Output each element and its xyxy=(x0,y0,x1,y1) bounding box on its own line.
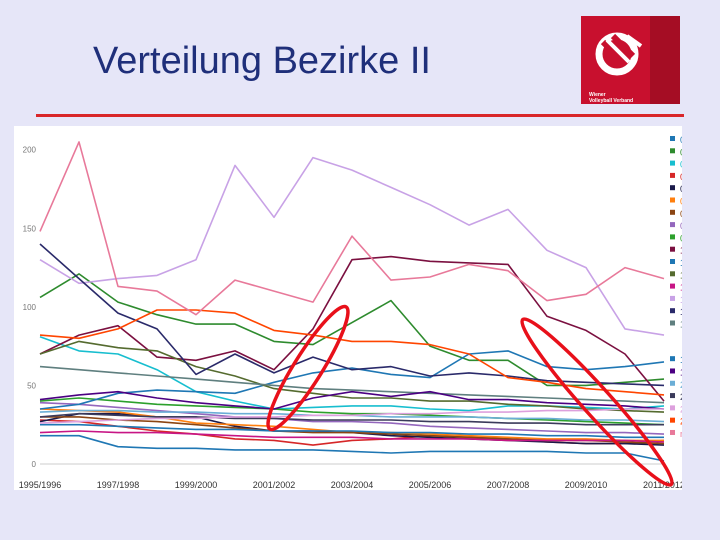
legend-label-10: 10 xyxy=(680,246,682,256)
legend-swatch-10 xyxy=(670,247,675,252)
legend-label-18: 18 xyxy=(680,355,682,365)
series-line-14 xyxy=(40,158,664,336)
legend-swatch-07 xyxy=(670,210,675,215)
legend-label-15: 15 xyxy=(680,307,682,317)
page-title: Verteilung Bezirke II xyxy=(93,40,431,83)
x-tick-label: 1999/2000 xyxy=(175,480,218,490)
legend-label-19: 19 xyxy=(680,367,682,377)
x-tick-label: 2007/2008 xyxy=(487,480,530,490)
x-tick-label: 1997/1998 xyxy=(97,480,140,490)
legend-swatch-23 xyxy=(670,418,675,423)
x-tick-label: 1995/1996 xyxy=(19,480,62,490)
legend-swatch-18 xyxy=(670,356,675,361)
legend-swatch-01 xyxy=(670,136,675,141)
legend-swatch-13 xyxy=(670,284,675,289)
logo-side-band xyxy=(650,16,680,104)
legend-swatch-20 xyxy=(670,381,675,386)
legend-swatch-15 xyxy=(670,308,675,313)
series-line-10 xyxy=(40,257,664,402)
legend-swatch-03 xyxy=(670,161,675,166)
legend-swatch-nW xyxy=(670,430,675,435)
legend-swatch-14 xyxy=(670,296,675,301)
legend-swatch-08 xyxy=(670,222,675,227)
y-tick-label: 0 xyxy=(32,460,37,469)
legend-label-07: 07 xyxy=(680,209,682,219)
org-logo: Wiener Volleyball Verband xyxy=(581,16,680,104)
legend-swatch-04 xyxy=(670,173,675,178)
legend-swatch-19 xyxy=(670,368,675,373)
legend-label-12: 12 xyxy=(680,270,682,280)
legend-swatch-05 xyxy=(670,185,675,190)
legend-label-06: 06 xyxy=(680,197,682,207)
x-tick-label: 2001/2002 xyxy=(253,480,296,490)
volleyball-logo-icon xyxy=(589,24,649,84)
series-line-nW xyxy=(40,142,664,315)
series-line-15 xyxy=(40,244,664,385)
y-tick-label: 150 xyxy=(23,224,37,233)
legend-swatch-22 xyxy=(670,405,675,410)
chart-panel: 0 50 100 150 200 1995/1996 1997/1998 1999/2000 2… xyxy=(14,126,682,490)
legend-swatch-09 xyxy=(670,234,675,239)
legend-label-20: 20 xyxy=(680,380,682,390)
legend-swatch-16 xyxy=(670,321,675,326)
legend-swatch-21 xyxy=(670,393,675,398)
x-tick-label: 2005/2006 xyxy=(409,480,452,490)
legend-swatch-02 xyxy=(670,148,675,153)
series-line-18 xyxy=(40,425,664,438)
legend-label-23: 23 xyxy=(680,417,682,427)
legend-label-08: 08 xyxy=(680,221,682,231)
x-tick-label: 2003/2004 xyxy=(331,480,374,490)
y-tick-label: 100 xyxy=(23,303,37,312)
legend-label-05: 05 xyxy=(680,184,682,194)
legend-swatch-12 xyxy=(670,271,675,276)
title-divider xyxy=(36,114,684,117)
legend-label-03: 03 xyxy=(680,160,682,170)
legend-label-11: 11 xyxy=(680,258,682,268)
legend-label-09: 09 xyxy=(680,233,682,243)
legend-label-13: 13 xyxy=(680,283,682,293)
legend-label-22: 22 xyxy=(680,404,682,414)
legend-label-02: 02 xyxy=(680,147,682,157)
x-tick-label: 2009/2010 xyxy=(565,480,608,490)
legend-swatch-06 xyxy=(670,198,675,203)
legend-label-16: 16 xyxy=(680,320,682,330)
y-tick-label: 200 xyxy=(23,146,37,155)
legend-label-04: 04 xyxy=(680,172,682,182)
legend-label-14: 14 xyxy=(680,295,682,305)
legend-swatch-11 xyxy=(670,259,675,264)
legend-label-21: 21 xyxy=(680,392,682,402)
legend-label-nW: nW xyxy=(680,429,682,439)
logo-text-line2: Volleyball Verband xyxy=(589,98,633,104)
y-tick-label: 50 xyxy=(27,381,36,390)
legend-label-01: 01 xyxy=(680,135,682,145)
